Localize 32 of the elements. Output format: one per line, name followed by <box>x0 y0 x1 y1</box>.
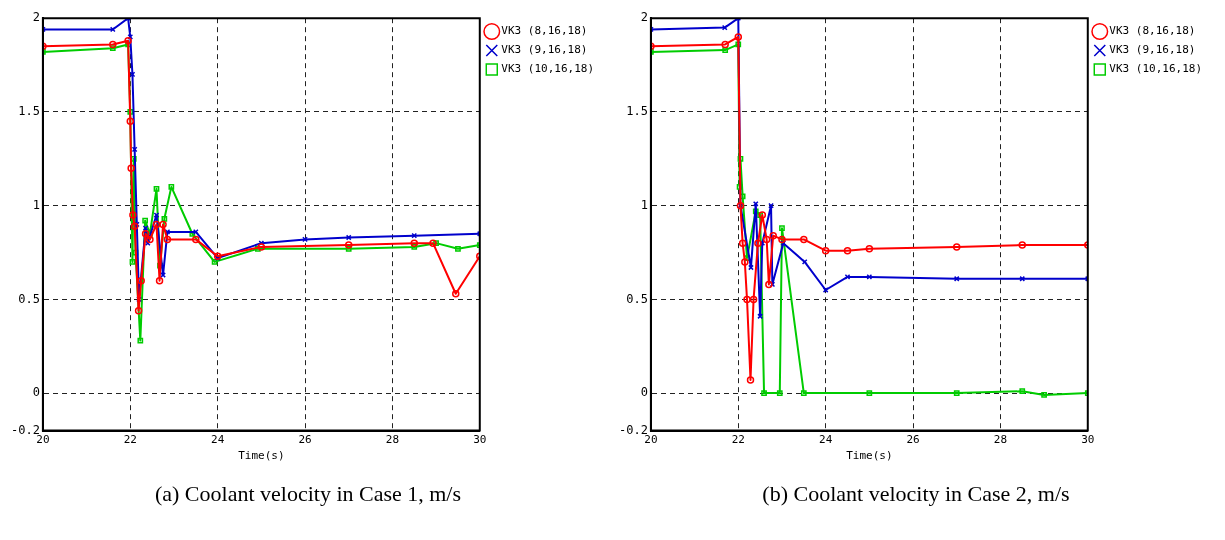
x-tick-label: 24 <box>819 433 833 447</box>
legend-label: VK3 (10,16,18) <box>1109 62 1202 76</box>
x-tick-label: 20 <box>36 433 50 447</box>
text: (b) Coolant velocity in Case 2, m/s <box>762 481 1070 507</box>
x-axis-title: Time(s) <box>238 449 285 463</box>
x-axis-title: Time(s) <box>846 449 893 463</box>
y-tick-label: 0.5 <box>626 291 648 306</box>
legend-label: VK3 (10,16,18) <box>501 62 594 76</box>
y-tick-label: 1.5 <box>626 104 648 119</box>
x-tick-label: 28 <box>385 433 400 447</box>
x-tick-label: 30 <box>473 433 487 447</box>
y-tick-label: 1 <box>32 197 40 212</box>
y-tick-label: 0.5 <box>18 291 40 306</box>
legend-label: VK3 (9,16,18) <box>501 43 588 57</box>
y-tick-label: 2 <box>640 10 648 25</box>
x-tick-label: 26 <box>906 433 920 447</box>
text: (a) Coolant velocity in Case 1, m/s <box>154 481 462 507</box>
x-tick-label: 22 <box>123 433 137 447</box>
y-tick-label: 2 <box>32 10 40 25</box>
x-tick-label: 28 <box>993 433 1008 447</box>
y-tick-label: 1 <box>640 197 648 212</box>
legend-label: VK3 (9,16,18) <box>1109 43 1196 57</box>
x-tick-label: 26 <box>298 433 312 447</box>
y-tick-label: 0 <box>32 385 40 400</box>
x-tick-label: 22 <box>731 433 745 447</box>
x-tick-label: 20 <box>644 433 658 447</box>
x-tick-label: 30 <box>1081 433 1095 447</box>
y-tick-label: 1.5 <box>18 104 40 119</box>
legend-label: VK3 (8,16,18) <box>501 24 588 38</box>
y-tick-label: 0 <box>640 385 648 400</box>
x-tick-label: 24 <box>211 433 225 447</box>
legend-label: VK3 (8,16,18) <box>1109 24 1196 38</box>
